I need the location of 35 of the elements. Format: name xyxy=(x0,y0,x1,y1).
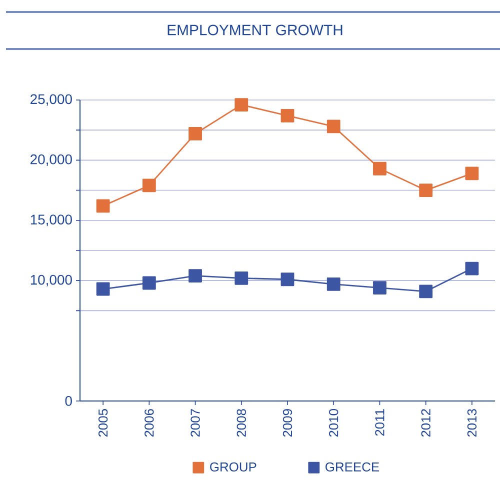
point xyxy=(234,271,248,285)
x-tick-label: 2012 xyxy=(421,409,430,437)
x-tick-label: 2007 xyxy=(190,409,200,437)
point xyxy=(465,262,479,276)
point xyxy=(373,281,386,295)
y-tick-label: 15,000 xyxy=(30,214,72,226)
point xyxy=(188,127,202,140)
legend-label: GROUP xyxy=(210,462,256,472)
point xyxy=(142,276,156,290)
x-tick-label: 2013 xyxy=(467,409,477,437)
point xyxy=(419,284,433,298)
x-tick-label: 2006 xyxy=(144,409,154,437)
point xyxy=(188,269,202,282)
y-tick-label: 25,000 xyxy=(30,94,72,106)
point xyxy=(465,166,479,180)
y-tick-label: 10,000 xyxy=(30,274,72,286)
point xyxy=(280,272,294,286)
point xyxy=(419,184,433,197)
y-tick-label: 20,000 xyxy=(30,154,72,166)
chart-title: EMPLOYMENT GROWTH xyxy=(168,24,342,36)
x-tick-label: 2011 xyxy=(375,409,384,436)
point xyxy=(326,120,340,134)
point xyxy=(280,108,294,122)
point xyxy=(142,178,156,192)
point xyxy=(326,277,340,291)
x-tick-label: 2010 xyxy=(329,409,338,437)
x-tick-label: 2009 xyxy=(282,409,292,437)
x-tick-label: 2005 xyxy=(98,409,108,437)
point xyxy=(96,282,110,296)
y-tick-label: 0 xyxy=(65,396,72,406)
x-tick-label: 2008 xyxy=(236,409,246,437)
legend-label: GREECE xyxy=(326,462,380,472)
point xyxy=(373,162,386,176)
point xyxy=(96,199,110,213)
point xyxy=(234,98,248,112)
